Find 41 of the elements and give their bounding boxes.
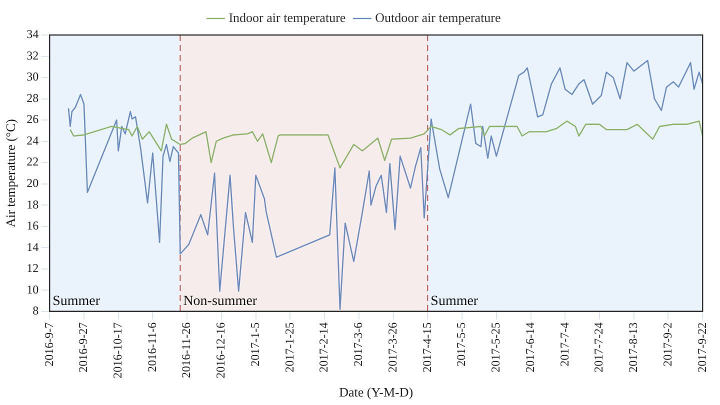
- x-tick-label: 2016-9-7: [42, 322, 56, 366]
- x-tick-label: 2017-3-26: [385, 322, 400, 372]
- band-label: Summer: [52, 294, 100, 310]
- y-tick-label: 16: [26, 218, 39, 233]
- y-tick-label: 28: [26, 90, 39, 105]
- y-axis-title: Air temperature (°C): [3, 118, 18, 228]
- y-tick-label: 12: [26, 261, 39, 276]
- x-tick-label: 2016-12-16: [214, 322, 228, 378]
- x-axis-title: Date (Y-M-D): [339, 384, 414, 400]
- x-tick-label: 2017-8-13: [626, 322, 640, 372]
- x-tick-label: 2016-9-27: [76, 322, 90, 372]
- y-tick-label: 30: [26, 70, 39, 84]
- y-tick-label: 32: [26, 48, 39, 62]
- y-tick-label: 22: [26, 154, 39, 169]
- y-tick-label: 10: [26, 282, 39, 296]
- x-tick-label: 2016-10-17: [110, 322, 124, 378]
- x-tick-label: 2017-3-6: [351, 322, 366, 366]
- x-tick-label: 2017-9-2: [660, 322, 674, 366]
- x-tick-label: 2016-11-26: [179, 322, 194, 378]
- x-tick-label: 2017-5-5: [454, 322, 468, 366]
- band-label: Non-summer: [183, 294, 258, 310]
- y-tick-label: 24: [26, 133, 39, 148]
- x-tick-label: 2016-11-6: [144, 322, 159, 372]
- band-label: Summer: [430, 294, 478, 310]
- legend-label: Indoor air temperature: [228, 10, 346, 25]
- x-tick-label: 2017-7-4: [557, 322, 572, 366]
- x-tick-label: 2017-2-14: [316, 322, 331, 372]
- y-tick-label: 18: [26, 197, 39, 212]
- y-tick-label: 14: [26, 240, 39, 254]
- x-tick-label: 2017-9-22: [694, 322, 709, 372]
- y-tick-label: 8: [32, 304, 39, 318]
- y-tick-label: 34: [26, 27, 39, 42]
- x-tick-label: 2017-5-25: [488, 322, 503, 372]
- y-tick-label: 20: [26, 176, 39, 190]
- x-tick-label: 2017-1-5: [248, 322, 262, 366]
- x-tick-label: 2017-4-15: [420, 322, 434, 372]
- x-tick-label: 2017-6-14: [522, 322, 537, 372]
- x-tick-label: 2017-1-25: [282, 322, 296, 372]
- x-tick-label: 2017-7-24: [592, 322, 606, 372]
- y-tick-label: 26: [26, 112, 39, 126]
- legend-label: Outdoor air temperature: [375, 10, 502, 25]
